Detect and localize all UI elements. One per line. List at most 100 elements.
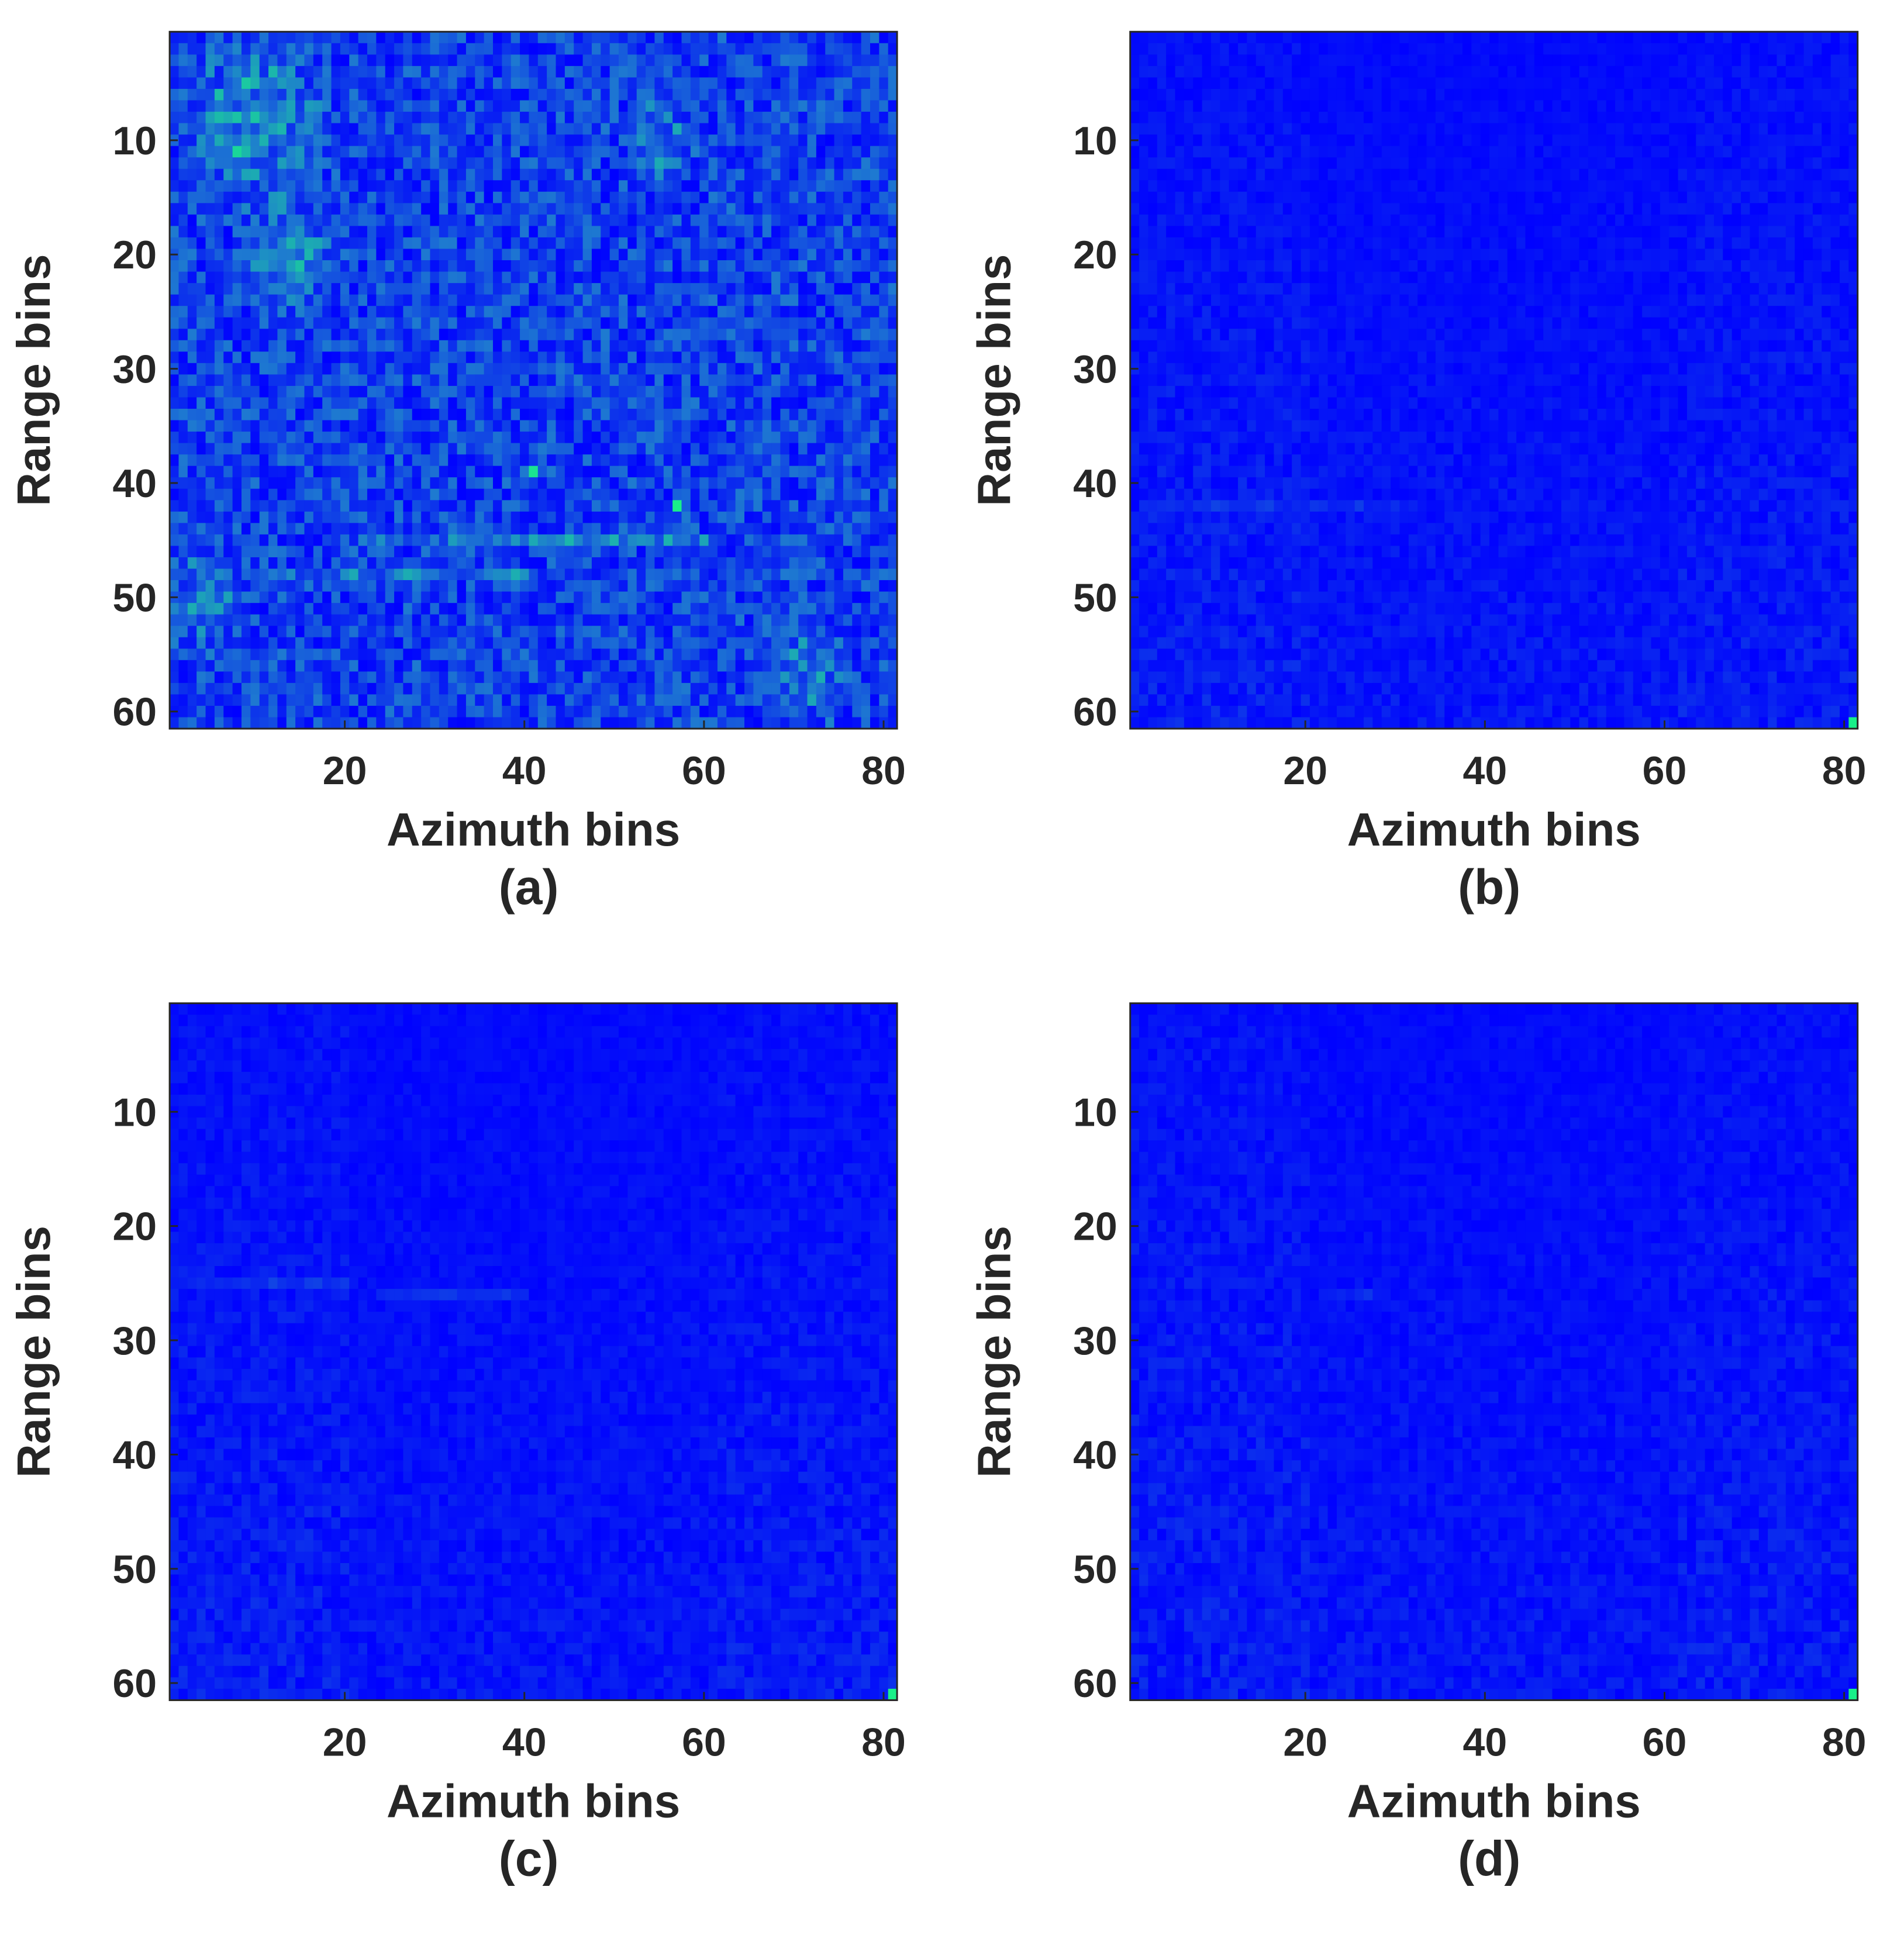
heatmap-cell [304,614,314,626]
heatmap-cell [861,580,871,592]
heatmap-cell [241,511,251,523]
heatmap-cell [717,603,727,615]
heatmap-cell [564,65,574,78]
heatmap-cell [717,705,727,718]
heatmap-cell [735,100,745,112]
heatmap-cell [601,65,610,78]
heatmap-cell [870,54,879,67]
heatmap-cell [564,603,574,615]
heatmap-cell [681,306,691,318]
heatmap-cell [511,397,520,409]
heatmap-cell [663,351,673,364]
heatmap-cell [331,637,341,649]
heatmap-cell [834,546,844,558]
heatmap-cell [816,557,826,570]
heatmap-cell [376,271,386,284]
heatmap-cell [412,477,422,489]
heatmap-cell [214,294,224,306]
heatmap-cell [448,626,458,638]
heatmap-cell [349,112,359,124]
heatmap-cell [834,682,844,695]
heatmap-cell [591,614,601,626]
heatmap-cell [430,546,440,558]
heatmap-cell [574,660,584,672]
heatmap-cell [187,694,197,706]
heatmap-cell [475,157,485,170]
heatmap-cell [492,626,502,638]
heatmap-cell [646,88,656,101]
heatmap-cell [492,340,502,352]
heatmap-cell [1139,32,1149,44]
heatmap-cell [618,546,628,558]
heatmap-cell [250,134,260,147]
heatmap-cell [313,671,323,684]
heatmap-cell [825,340,835,352]
heatmap-cell [699,351,709,364]
heatmap-cell [601,649,610,661]
heatmap-cell [690,271,700,284]
heatmap-cell [178,682,188,695]
heatmap-cell [834,260,844,273]
heatmap-cell [241,671,251,684]
heatmap-cell [672,180,682,192]
heatmap-cell [223,614,233,626]
heatmap-cell [601,43,610,55]
heatmap-cell [358,568,368,581]
heatmap-cell [1336,32,1346,44]
heatmap-cell [214,694,224,706]
heatmap-cell [888,626,898,638]
heatmap-cell [627,112,637,124]
heatmap-cell [762,705,772,718]
heatmap-cell [663,705,673,718]
heatmap-cell [259,420,269,432]
heatmap-cell [250,420,260,432]
heatmap-cell [187,409,197,421]
heatmap-cell [762,385,772,398]
heatmap-cell [574,271,584,284]
heatmap-cell [385,465,395,478]
heatmap-cell [268,500,278,512]
heatmap-cell [430,432,440,444]
heatmap-cell [888,694,898,706]
heatmap-cell [690,88,700,101]
heatmap-cell [654,168,664,181]
heatmap-cell [439,340,449,352]
heatmap-cell [771,580,781,592]
heatmap-cell [457,351,467,364]
heatmap-cell [232,626,242,638]
heatmap-cell [825,237,835,250]
heatmap-cell [286,329,296,341]
heatmap-cell [556,112,565,124]
heatmap-cell [762,374,772,387]
heatmap-cell [735,191,745,203]
heatmap-cell [744,351,754,364]
heatmap-cell [556,340,565,352]
heatmap-cell [744,203,754,215]
heatmap-cell [556,603,565,615]
heatmap-cell [708,260,718,273]
heatmap-cell [816,134,826,147]
heatmap-cell [825,465,835,478]
heatmap-cell [789,180,799,192]
heatmap-cell [681,260,691,273]
heatmap-cell [556,614,565,626]
heatmap-cell [798,603,808,615]
heatmap-cell [259,477,269,489]
heatmap-cell [511,671,520,684]
heatmap-cell [708,626,718,638]
heatmap-cell [708,65,718,78]
heatmap-cell [492,123,502,135]
heatmap-cell [259,203,269,215]
heatmap-cell [807,546,817,558]
heatmap-cell [1229,32,1239,44]
heatmap-cell [259,534,269,547]
heatmap-cell [807,465,817,478]
heatmap-cell [601,705,610,718]
heatmap-cell [726,671,736,684]
heatmap-cell [663,649,673,661]
heatmap-cell [654,65,664,78]
heatmap-cell [322,580,332,592]
heatmap-cell [861,409,871,421]
heatmap-cell [322,511,332,523]
heatmap-cell [663,43,673,55]
